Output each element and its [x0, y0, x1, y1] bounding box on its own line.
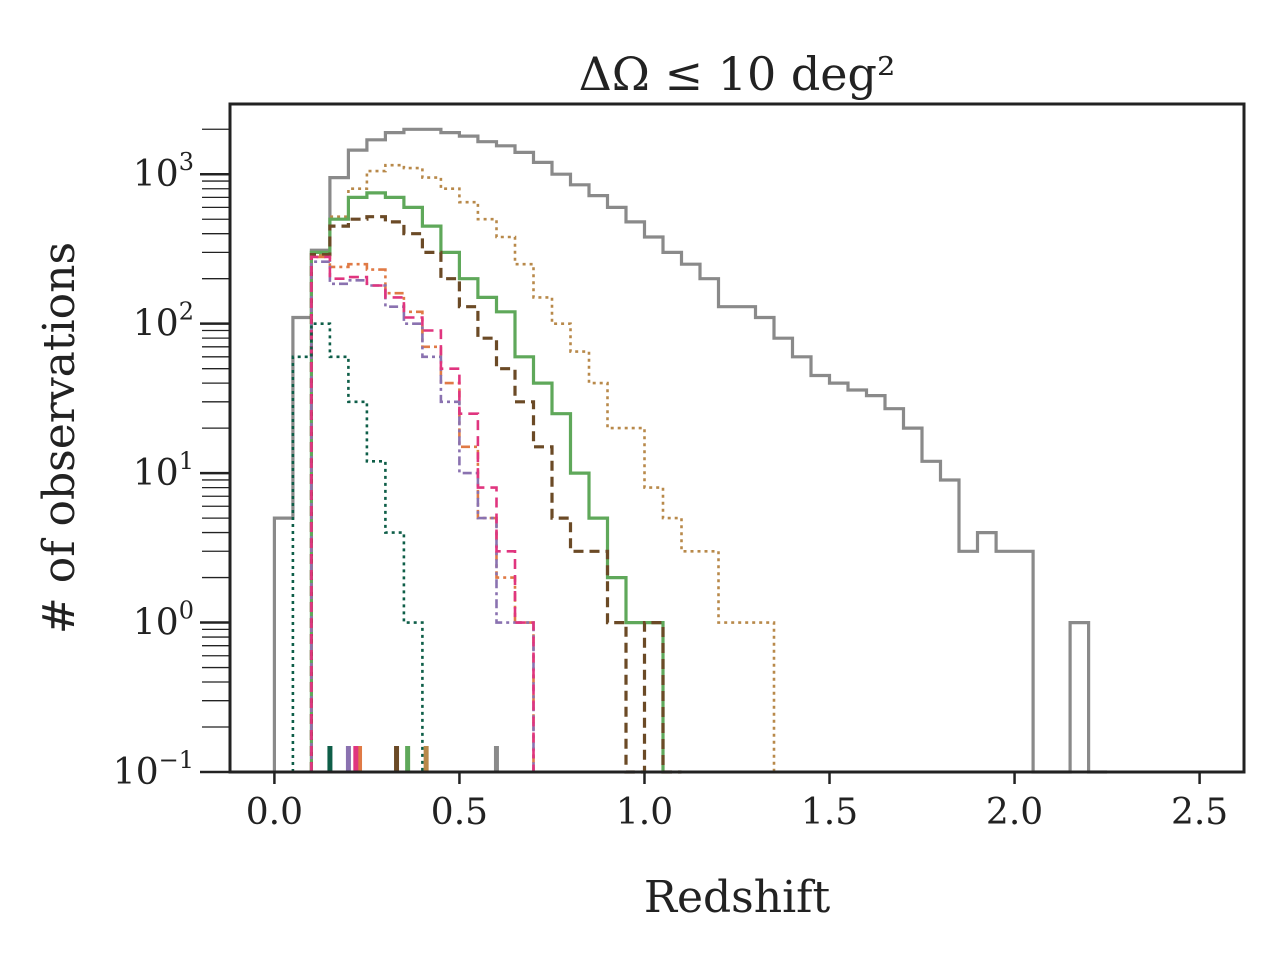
x-tick-label: 0.0 [246, 792, 303, 833]
histogram-series-purple-dashdot [310, 260, 535, 772]
histogram-series-green-solid [309, 191, 665, 772]
chart-title: ΔΩ ≤ 10 deg² [579, 47, 896, 101]
x-tick-label: 2.5 [1171, 792, 1228, 833]
x-tick-label: 1.5 [801, 792, 858, 833]
axes-frame [228, 102, 1246, 774]
y-axis-label: # of observations [34, 242, 85, 634]
y-tick-label: 100 [133, 597, 194, 644]
y-tick-label: 103 [133, 148, 194, 195]
histogram-all [272, 127, 1108, 774]
x-tick-label: 2.0 [986, 792, 1043, 833]
x-tick-label: 0.5 [431, 792, 488, 833]
histogram-series-gold-dotted [310, 163, 776, 772]
histogram-series-pink-dashed [310, 255, 535, 772]
y-tick-label: 102 [133, 298, 194, 345]
plot-content [272, 127, 1108, 774]
histogram-series-brown-dashed [309, 215, 682, 774]
x-axis-label: Redshift [644, 872, 831, 923]
x-tick-label: 1.0 [616, 792, 673, 833]
y-tick-label: 101 [133, 447, 194, 494]
y-tick-label: 10−1 [113, 746, 194, 793]
ticks: 0.0 0.5 1.0 1.5 2.0 2.5 10−1 100 101 102 103 [113, 128, 1228, 833]
histogram-series-teal-dotted [291, 322, 441, 774]
